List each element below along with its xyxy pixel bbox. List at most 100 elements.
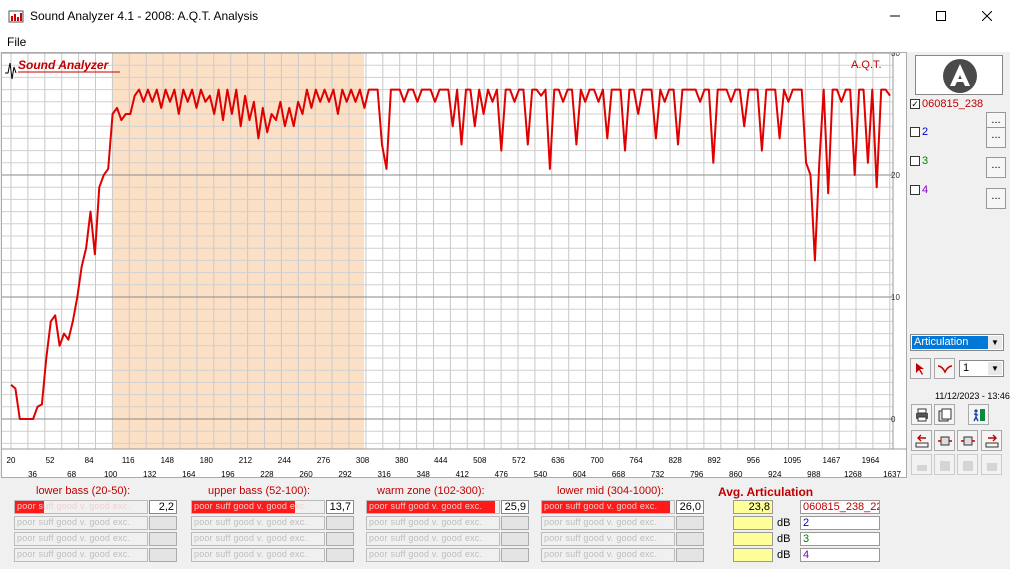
bars-icon bbox=[962, 460, 973, 471]
zone-value-box bbox=[676, 548, 704, 562]
zone-panel: upper bass (52-100): poor suff good v. go… bbox=[177, 483, 354, 569]
curve-icon bbox=[937, 364, 952, 374]
channel-4-checkbox[interactable] bbox=[910, 185, 920, 195]
x-tick-label: 348 bbox=[417, 470, 431, 479]
x-tick-label: 732 bbox=[651, 470, 665, 479]
rating-meter: poor suff good v. good exc. bbox=[366, 532, 500, 546]
x-tick-label: 1268 bbox=[844, 470, 862, 479]
x-tick-label: 636 bbox=[551, 456, 565, 465]
bars-icon bbox=[986, 462, 997, 471]
chevron-down-icon: ▼ bbox=[988, 336, 1002, 349]
rating-scale-labels: poor suff good v. good exc. bbox=[544, 533, 658, 543]
minimize-button[interactable] bbox=[872, 0, 918, 32]
compress-button[interactable] bbox=[957, 430, 978, 451]
rating-scale-labels: poor suff good v. good exc. bbox=[544, 517, 658, 527]
menu-bar: File bbox=[0, 32, 1010, 52]
avg-value-box bbox=[733, 516, 773, 530]
cursor-tool-button[interactable] bbox=[910, 358, 931, 379]
rating-meter: poor suff good v. good exc. bbox=[541, 548, 675, 562]
aqt-label: A.Q.T. bbox=[851, 59, 882, 71]
x-tick-label: 1964 bbox=[862, 456, 880, 465]
bars-icon bbox=[939, 460, 950, 471]
brand-label: Sound Analyzer bbox=[18, 58, 110, 72]
rating-meter-fill bbox=[367, 501, 496, 513]
disabled-tool-2-button[interactable] bbox=[934, 454, 955, 475]
channel-4-browse-button[interactable]: ... bbox=[986, 188, 1006, 209]
rating-meter-fill bbox=[15, 501, 45, 513]
zone-title: lower mid (304-1000): bbox=[557, 485, 664, 497]
copy-button[interactable] bbox=[934, 404, 955, 425]
disabled-tool-1-button[interactable] bbox=[911, 454, 932, 475]
zone-value-box bbox=[501, 516, 529, 530]
shift-right-button[interactable] bbox=[981, 430, 1002, 451]
cursor-icon bbox=[915, 362, 924, 375]
zone-title: warm zone (102-300): bbox=[377, 485, 485, 497]
x-tick-label: 316 bbox=[377, 470, 391, 479]
avg-channel-name: 3 bbox=[800, 532, 880, 546]
zone-value-box bbox=[149, 548, 177, 562]
x-tick-label: 796 bbox=[690, 470, 704, 479]
rating-meter: poor suff good v. good exc. bbox=[14, 548, 148, 562]
compress-icon bbox=[960, 436, 975, 445]
disabled-tool-4-button[interactable] bbox=[981, 454, 1002, 475]
channel-3-checkbox[interactable] bbox=[910, 156, 920, 166]
x-tick-label: 164 bbox=[182, 470, 196, 479]
channel-1-checkbox[interactable]: ✓ bbox=[910, 99, 920, 109]
arrow-left-icon bbox=[915, 434, 928, 447]
print-button[interactable] bbox=[911, 404, 932, 425]
rating-meter: poor suff good v. good exc. bbox=[14, 532, 148, 546]
x-tick-label: 604 bbox=[573, 470, 587, 479]
rating-meter: poor suff good v. good exc. bbox=[191, 500, 325, 514]
expand-icon bbox=[937, 436, 952, 445]
rating-meter: poor suff good v. good exc. bbox=[14, 516, 148, 530]
zone-value-box bbox=[676, 516, 704, 530]
zone-value-box bbox=[149, 516, 177, 530]
disabled-tool-3-button[interactable] bbox=[957, 454, 978, 475]
x-tick-label: 244 bbox=[278, 456, 292, 465]
avg-articulation-title: Avg. Articulation bbox=[718, 485, 814, 499]
x-tick-label: 828 bbox=[668, 456, 682, 465]
mode-select[interactable]: Articulation ▼ bbox=[910, 334, 1004, 351]
x-tick-label: 292 bbox=[338, 470, 352, 479]
expand-button[interactable] bbox=[934, 430, 955, 451]
close-button[interactable] bbox=[964, 0, 1010, 32]
x-tick-label: 260 bbox=[299, 470, 313, 479]
y-tick-label: 0 bbox=[891, 415, 896, 424]
title-bar: Sound Analyzer 4.1 - 2008: A.Q.T. Analys… bbox=[0, 0, 1010, 32]
rating-meter: poor suff good v. good exc. bbox=[191, 532, 325, 546]
zone-value-box bbox=[326, 548, 354, 562]
x-tick-label: 228 bbox=[260, 470, 274, 479]
rating-scale-labels: poor suff good v. good exc. bbox=[194, 517, 308, 527]
y-tick-label: 20 bbox=[891, 171, 900, 180]
zone-value-box: 13,7 bbox=[326, 500, 354, 514]
shift-left-button[interactable] bbox=[911, 430, 932, 451]
avg-channel-name: 2 bbox=[800, 516, 880, 530]
x-tick-label: 1095 bbox=[783, 456, 801, 465]
rating-scale-labels: poor suff good v. good exc. bbox=[17, 549, 131, 559]
rating-scale-labels: poor suff good v. good exc. bbox=[369, 501, 483, 511]
channel-select[interactable]: 1 ▼ bbox=[959, 360, 1004, 377]
channel-3-label: 3 bbox=[922, 155, 929, 167]
rating-meter: poor suff good v. good exc. bbox=[366, 548, 500, 562]
channel-2-checkbox[interactable] bbox=[910, 127, 920, 137]
avg-value-box bbox=[733, 532, 773, 546]
channel-2-browse-button[interactable]: ... bbox=[986, 127, 1006, 148]
maximize-button[interactable] bbox=[918, 0, 964, 32]
menu-file[interactable]: File bbox=[7, 35, 27, 49]
rating-meter-fill bbox=[542, 501, 671, 513]
exit-button[interactable] bbox=[968, 404, 989, 425]
x-tick-label: 68 bbox=[67, 470, 76, 479]
zone-title: lower bass (20-50): bbox=[36, 485, 131, 497]
x-tick-label: 540 bbox=[534, 470, 548, 479]
rating-meter: poor suff good v. good exc. bbox=[14, 500, 148, 514]
channel-3-browse-button[interactable]: ... bbox=[986, 157, 1006, 178]
x-tick-label: 508 bbox=[473, 456, 487, 465]
x-tick-label: 100 bbox=[104, 470, 118, 479]
exit-icon bbox=[972, 408, 985, 421]
curve-tool-button[interactable] bbox=[934, 358, 955, 379]
zone-value-box bbox=[501, 548, 529, 562]
rating-scale-labels: poor suff good v. good exc. bbox=[194, 501, 308, 511]
x-tick-label: 180 bbox=[200, 456, 214, 465]
x-tick-label: 572 bbox=[512, 456, 526, 465]
channel-2-label: 2 bbox=[922, 126, 929, 138]
